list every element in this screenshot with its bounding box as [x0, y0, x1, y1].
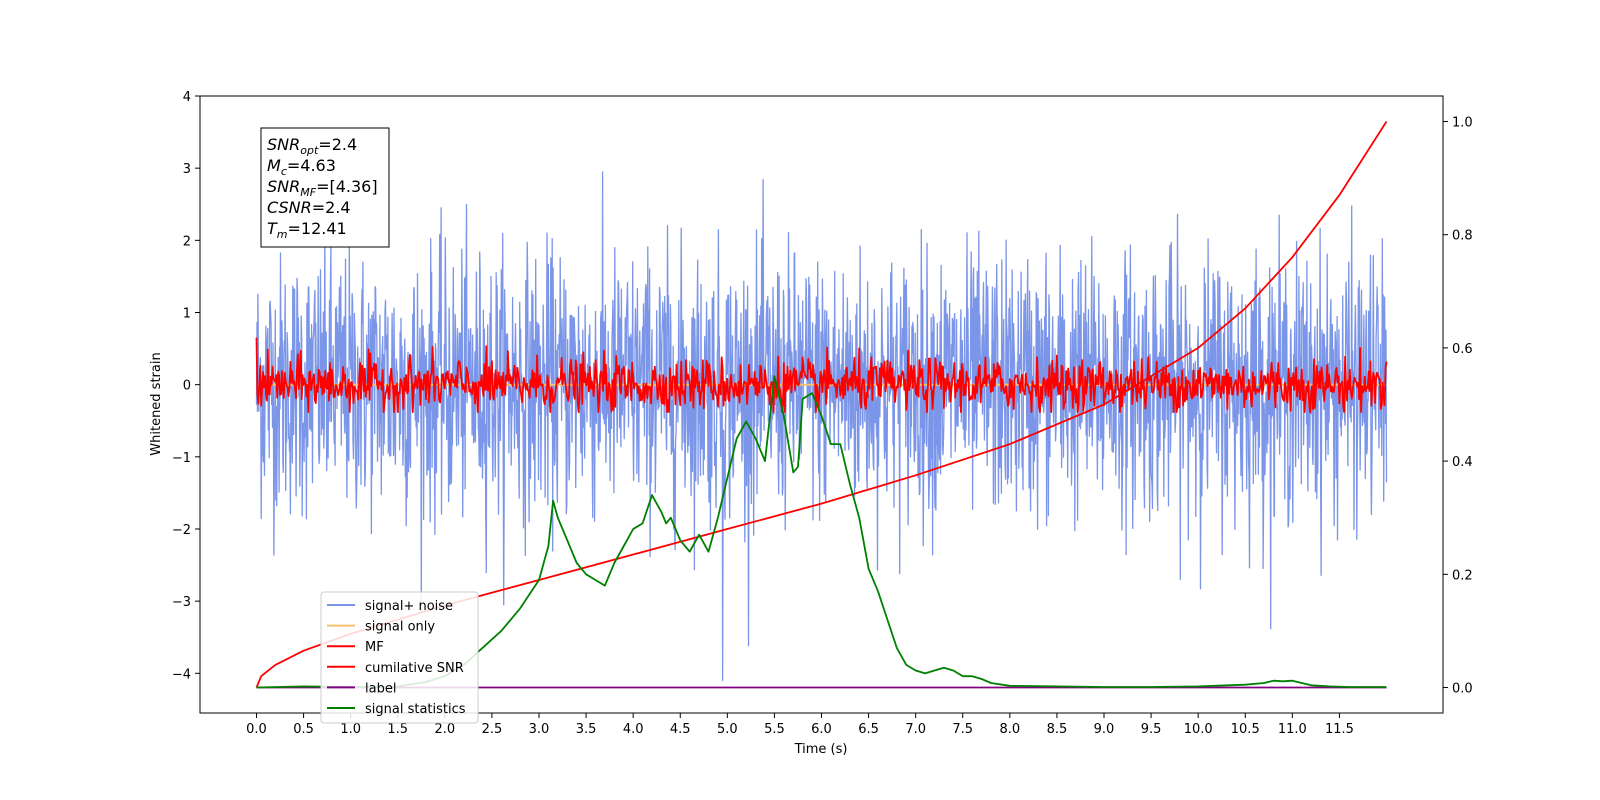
legend-label: label: [365, 681, 396, 696]
y-right-tick-label: 0.0: [1452, 682, 1473, 697]
x-axis: 0.0 0.5 1.0 1.5 2.0 2.5 3.0 3.5 4.0 4.5 5.0 5.5 6.0 6…: [246, 713, 1354, 737]
x-tick-label: 10.5: [1231, 722, 1260, 737]
y-axis-right: 0.0 0.2 0.4 0.6 0.8 1.0: [1443, 115, 1473, 697]
y-right-tick-label: 0.8: [1452, 229, 1473, 244]
stats-line: SNRopt=2.4: [267, 135, 357, 157]
x-tick-label: 7.5: [952, 722, 973, 737]
legend-frame: [320, 591, 479, 724]
x-tick-label: 10.0: [1184, 722, 1213, 737]
y-left-tick-label: 0: [183, 379, 191, 394]
x-tick-label: 8.0: [999, 722, 1020, 737]
stats-line: Mc=4.63: [267, 156, 336, 178]
stats-symbol: SNR: [267, 177, 300, 196]
stats-box: SNRopt=2.4Mc=4.63SNRMF=[4.36]CSNR=2.4Tm=…: [260, 127, 390, 248]
stats-value: =12.41: [288, 219, 347, 238]
y-axis-label: Whitened strain: [149, 352, 164, 455]
y-left-tick-label: −1: [172, 451, 191, 466]
legend-label: cumilative SNR: [365, 661, 464, 676]
x-tick-label: 3.0: [529, 722, 550, 737]
x-tick-label: 1.0: [340, 722, 361, 737]
stats-symbol: T: [267, 219, 278, 238]
x-tick-label: 0.5: [293, 722, 314, 737]
series-line-5: [256, 375, 1387, 689]
stats-symbol: CSNR: [267, 198, 312, 217]
stats-value: =2.4: [312, 198, 351, 217]
x-axis-label: Time (s): [794, 742, 848, 757]
series-line-3: [255, 121, 1388, 688]
x-tick-label: 3.5: [576, 722, 597, 737]
y-left-tick-label: −2: [172, 523, 191, 538]
y-left-tick-label: −4: [172, 667, 191, 682]
x-tick-label: 4.0: [623, 722, 644, 737]
stats-box-frame: [260, 127, 390, 248]
stats-subscript: m: [277, 228, 288, 241]
legend-label: signal+ noise: [365, 599, 453, 614]
x-tick-label: 5.0: [717, 722, 738, 737]
stats-subscript: c: [281, 165, 287, 178]
x-tick-label: 2.0: [434, 722, 455, 737]
stats-subscript: opt: [300, 144, 319, 157]
y-left-tick-label: −3: [172, 595, 191, 610]
y-left-tick-label: 1: [183, 306, 191, 321]
y-left-tick-label: 2: [183, 234, 191, 249]
plot-lines: [255, 121, 1388, 689]
x-tick-label: 7.0: [905, 722, 926, 737]
y-axis-left: 4 3 2 1 0 −1 −2 −3 −4: [172, 90, 200, 682]
y-right-tick-label: 0.2: [1452, 568, 1473, 583]
x-tick-label: 8.5: [1047, 722, 1068, 737]
stats-line: Tm=12.41: [267, 219, 347, 241]
x-tick-label: 1.5: [387, 722, 408, 737]
legend-label: signal only: [365, 620, 435, 635]
y-right-tick-label: 1.0: [1452, 115, 1473, 130]
x-tick-label: 9.5: [1141, 722, 1162, 737]
legend-label: signal statistics: [365, 702, 466, 717]
stats-symbol: SNR: [267, 135, 300, 154]
stats-value: =2.4: [318, 135, 357, 154]
stats-line: SNRMF=[4.36]: [267, 177, 378, 199]
x-tick-label: 5.5: [764, 722, 785, 737]
x-tick-label: 11.5: [1325, 722, 1354, 737]
stats-value: =[4.36]: [316, 177, 378, 196]
stats-line: CSNR=2.4: [267, 198, 351, 217]
x-tick-label: 6.0: [811, 722, 832, 737]
x-tick-label: 9.0: [1094, 722, 1115, 737]
series-line-2: [255, 337, 1388, 413]
legend: signal+ noise signal only MF cumilative SNR…: [320, 591, 479, 724]
y-left-tick-label: 3: [183, 162, 191, 177]
y-right-tick-label: 0.6: [1452, 342, 1473, 357]
y-left-tick-label: 4: [183, 90, 191, 105]
legend-label: MF: [365, 640, 384, 655]
x-tick-label: 0.0: [246, 722, 267, 737]
stats-subscript: MF: [300, 186, 316, 199]
y-right-tick-label: 0.4: [1452, 455, 1473, 470]
x-tick-label: 4.5: [670, 722, 691, 737]
stats-value: =4.63: [287, 156, 336, 175]
x-tick-label: 11.0: [1278, 722, 1307, 737]
stats-symbol: M: [267, 156, 281, 175]
x-tick-label: 6.5: [858, 722, 879, 737]
x-tick-label: 2.5: [482, 722, 503, 737]
